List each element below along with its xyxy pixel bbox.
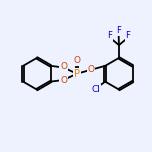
Text: P: P	[74, 69, 80, 79]
Text: F: F	[107, 31, 112, 40]
Text: F: F	[116, 26, 121, 35]
Text: F: F	[126, 31, 130, 40]
Text: O: O	[60, 76, 67, 85]
Text: O: O	[73, 56, 80, 66]
Text: O: O	[88, 65, 95, 74]
Text: Cl: Cl	[92, 85, 101, 94]
Text: O: O	[60, 62, 67, 71]
